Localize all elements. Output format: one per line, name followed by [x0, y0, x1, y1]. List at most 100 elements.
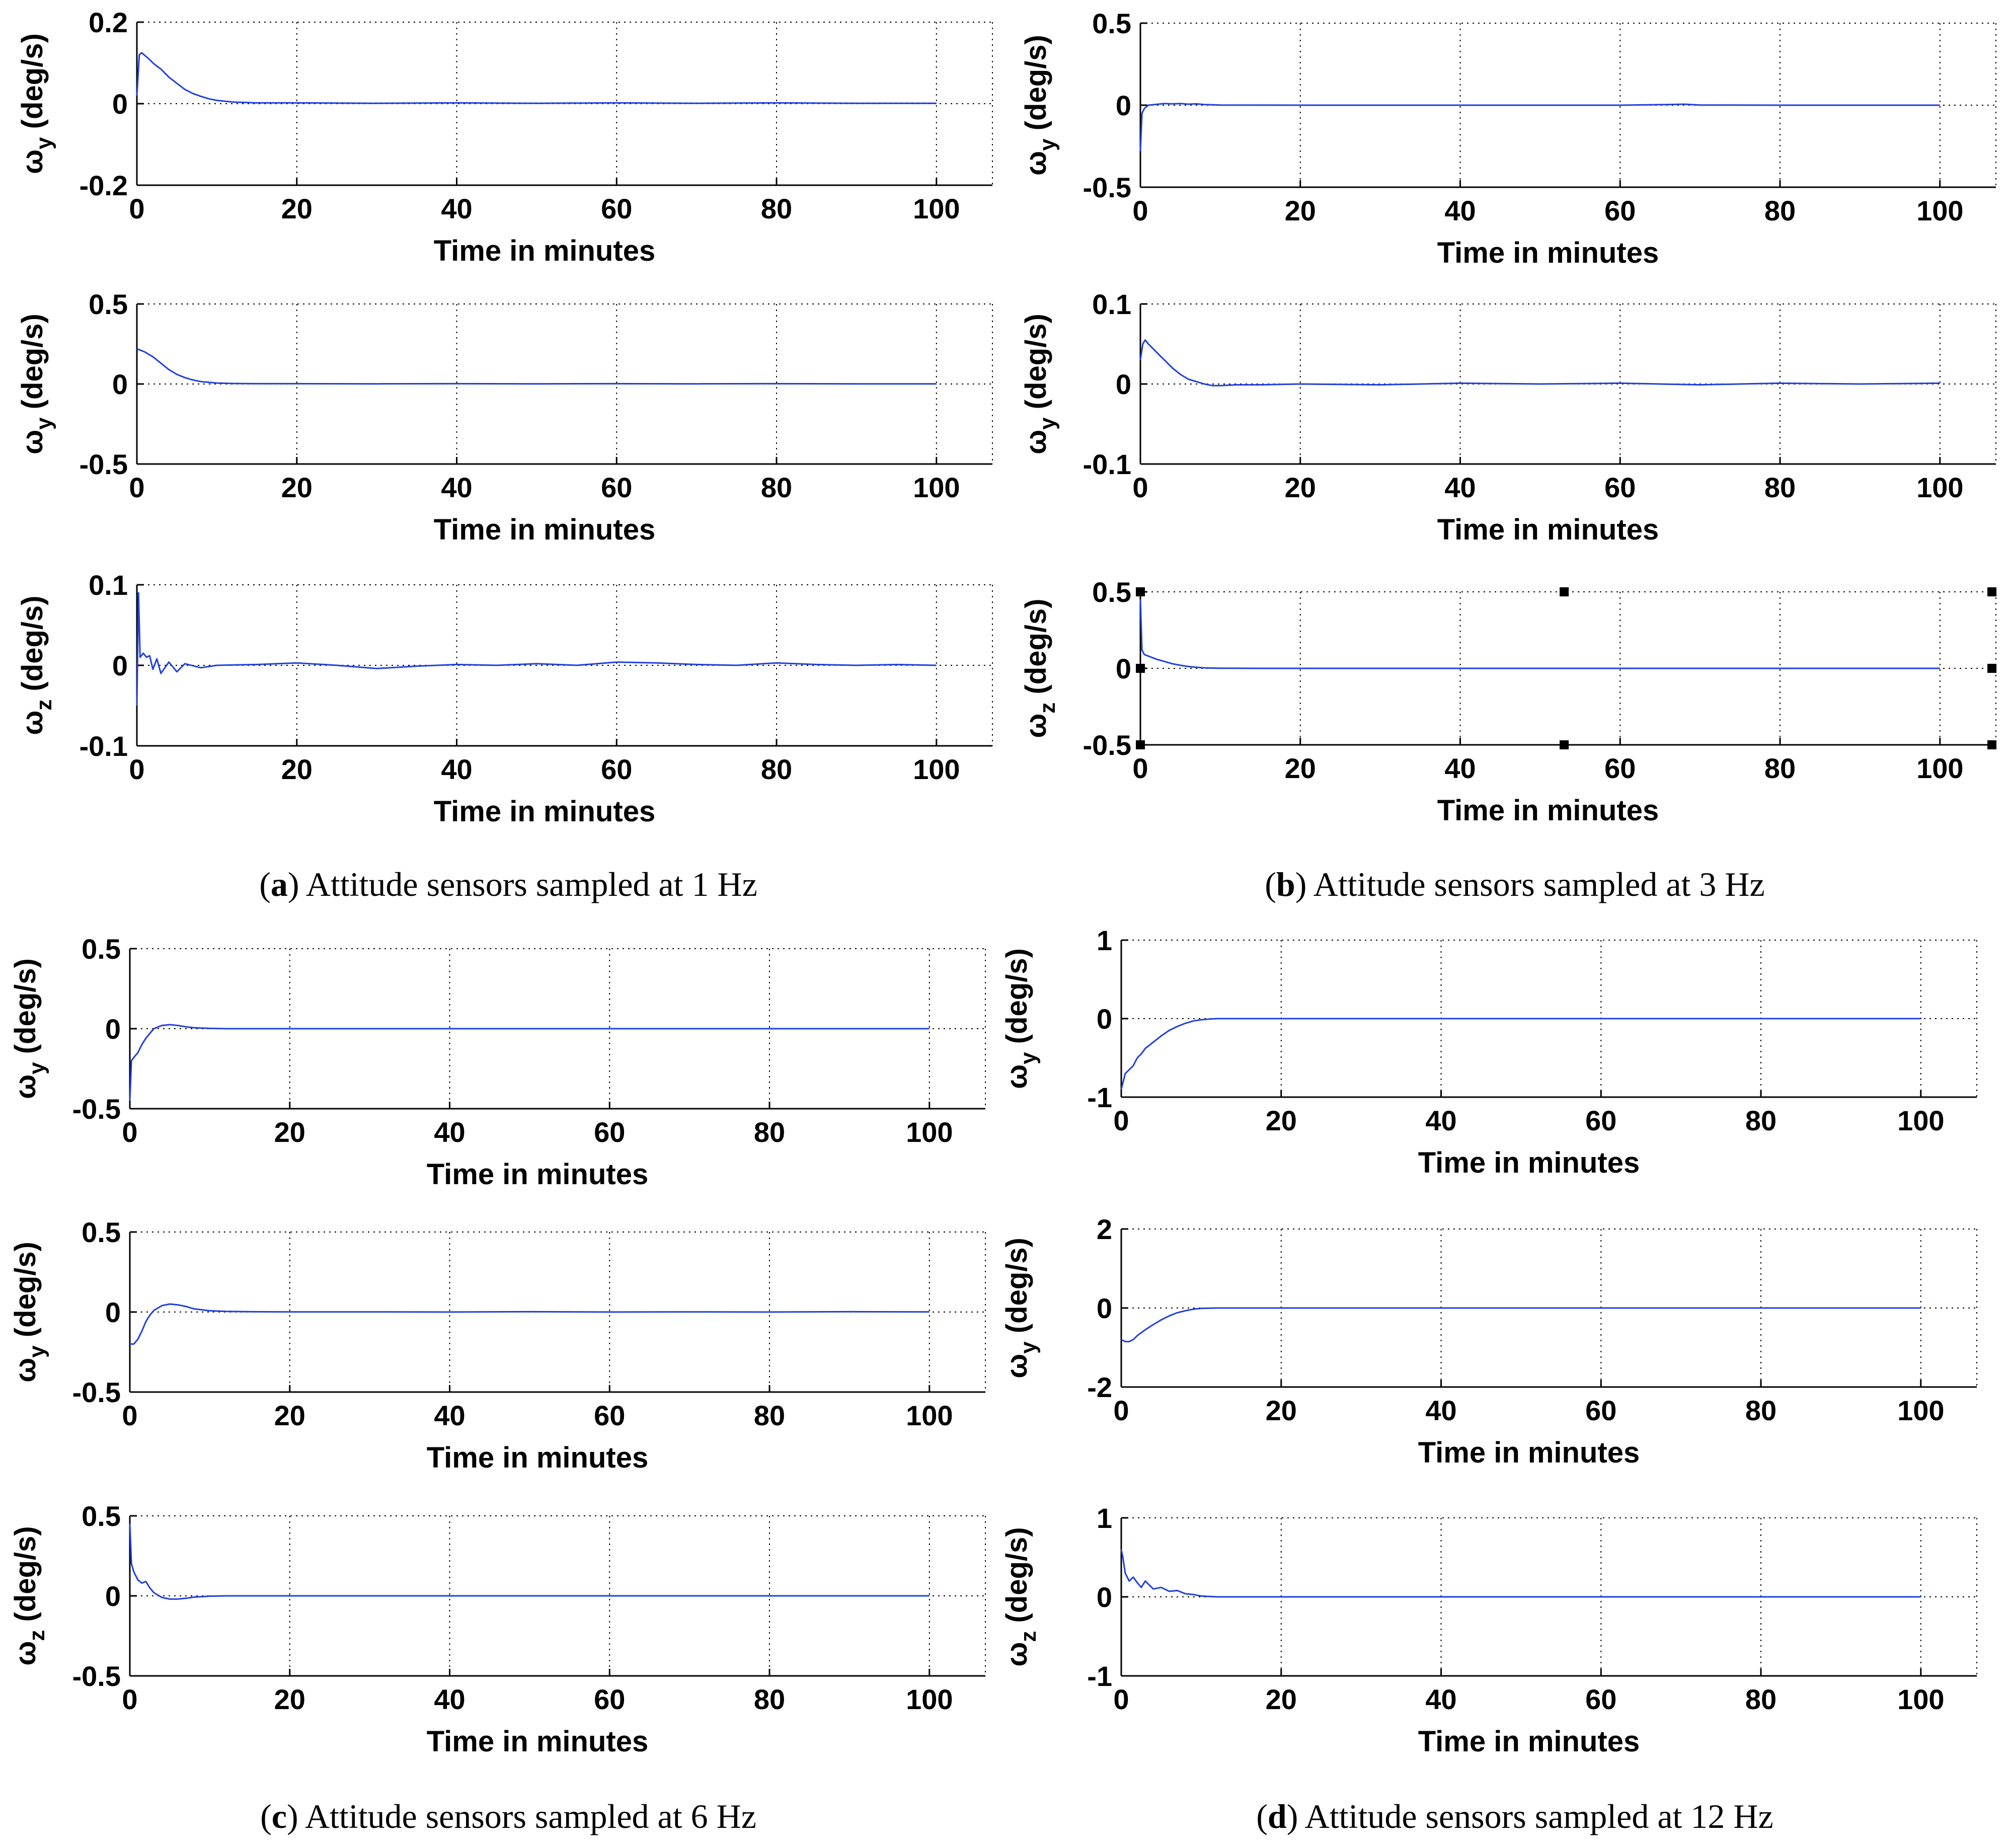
y-label-unit: (deg/s)	[1020, 35, 1052, 138]
y-label-symbol: ω	[9, 1358, 42, 1382]
x-axis-label: Time in minutes	[427, 1158, 648, 1191]
caption-d: (d) Attitude sensors sampled at 12 Hz	[1256, 1797, 1773, 1835]
y-tick-label: 1	[1097, 925, 1112, 956]
data-cursor-marker	[1560, 740, 1569, 749]
y-axis-label: ωy (deg/s)	[1020, 314, 1060, 454]
y-label-unit: (deg/s)	[9, 1242, 42, 1345]
y-label-symbol: ω	[9, 1074, 42, 1099]
x-tick-label: 0	[1113, 1395, 1129, 1426]
x-tick-label: 60	[594, 1116, 625, 1148]
y-tick-label: 0	[1097, 1292, 1112, 1324]
series-line	[1139, 599, 1940, 669]
y-axis-label: ωy (deg/s)	[1020, 35, 1060, 176]
x-tick-label: 40	[1425, 1105, 1456, 1136]
data-cursor-marker	[1987, 587, 1997, 596]
y-axis-label: ωy (deg/s)	[16, 33, 56, 174]
series-line	[1121, 1307, 1921, 1343]
x-tick-label: 40	[1444, 752, 1476, 784]
y-tick-label: 0	[1116, 653, 1131, 684]
y-label-subscript: z	[25, 1630, 49, 1641]
x-tick-label: 20	[281, 193, 313, 224]
x-tick-label: 100	[1916, 752, 1963, 784]
x-tick-label: 60	[601, 472, 632, 503]
x-tick-label: 20	[274, 1116, 305, 1148]
y-tick-label: -0.1	[1083, 448, 1132, 480]
y-label-symbol: ω	[1020, 151, 1052, 176]
y-axis-label: ωy (deg/s)	[9, 958, 49, 1099]
y-axis-label: ωz (deg/s)	[1020, 598, 1060, 738]
x-tick-label: 100	[913, 472, 960, 503]
y-tick-label: 0.2	[89, 7, 128, 38]
x-axis-label: Time in minutes	[434, 513, 655, 546]
x-tick-label: 40	[1444, 195, 1476, 226]
x-axis-label: Time in minutes	[1437, 794, 1659, 827]
data-cursor-marker	[1987, 664, 1997, 673]
x-tick-label: 0	[1113, 1683, 1129, 1715]
x-tick-label: 60	[1604, 752, 1636, 784]
y-label-subscript: y	[1016, 1341, 1041, 1354]
y-tick-label: -0.5	[1083, 172, 1132, 203]
y-tick-label: 0.5	[1092, 8, 1131, 39]
x-tick-label: 40	[441, 472, 472, 503]
x-tick-label: 0	[122, 1116, 137, 1148]
y-label-symbol: ω	[1020, 430, 1052, 454]
x-tick-label: 60	[1604, 195, 1636, 226]
x-tick-label: 60	[1585, 1683, 1616, 1715]
x-tick-label: 40	[434, 1683, 465, 1715]
y-label-unit: (deg/s)	[1000, 1527, 1033, 1631]
x-tick-label: 80	[754, 1400, 785, 1431]
y-tick-label: -0.2	[80, 170, 128, 201]
x-tick-label: 20	[274, 1683, 305, 1715]
series-line	[136, 592, 937, 706]
x-tick-label: 0	[1132, 472, 1148, 503]
x-tick-label: 0	[129, 193, 144, 224]
x-tick-label: 0	[1132, 752, 1148, 784]
y-tick-label: 0.5	[82, 1216, 121, 1248]
y-axis-label: ωy (deg/s)	[1000, 948, 1041, 1089]
series-line	[1120, 1549, 1921, 1598]
y-tick-label: -0.1	[80, 730, 128, 762]
y-tick-label: -1	[1087, 1082, 1112, 1113]
y-tick-label: 0	[105, 1013, 121, 1045]
data-cursor-marker	[1136, 740, 1145, 749]
y-tick-label: -0.5	[80, 448, 128, 480]
x-tick-label: 80	[761, 472, 792, 503]
x-tick-label: 100	[906, 1116, 953, 1148]
x-axis-label: Time in minutes	[427, 1725, 648, 1758]
y-tick-label: 0.5	[1092, 576, 1131, 608]
x-tick-label: 40	[1425, 1683, 1456, 1715]
x-tick-label: 80	[1764, 752, 1796, 784]
x-tick-label: 0	[122, 1683, 137, 1715]
data-cursor-marker	[1987, 740, 1997, 749]
y-tick-label: 0	[112, 88, 128, 120]
x-axis-label: Time in minutes	[1418, 1725, 1640, 1758]
x-tick-label: 80	[761, 193, 792, 224]
series-line	[1120, 1018, 1921, 1090]
y-label-unit: (deg/s)	[1020, 314, 1052, 417]
x-tick-label: 20	[1266, 1105, 1297, 1136]
series-line	[1139, 339, 1940, 387]
y-label-subscript: z	[1016, 1631, 1041, 1642]
caption-a: (a) Attitude sensors sampled at 1 Hz	[259, 865, 757, 903]
y-label-symbol: ω	[1000, 1064, 1033, 1089]
y-label-symbol: ω	[1000, 1354, 1033, 1378]
x-axis-label: Time in minutes	[1418, 1146, 1640, 1179]
data-cursor-marker	[1136, 664, 1145, 673]
y-tick-label: -1	[1087, 1660, 1112, 1692]
y-tick-label: 0	[105, 1296, 121, 1328]
x-axis-label: Time in minutes	[434, 235, 655, 267]
y-tick-label: 0	[105, 1580, 121, 1612]
x-tick-label: 60	[1585, 1105, 1616, 1136]
y-axis-label: ωz (deg/s)	[9, 1526, 49, 1665]
x-tick-label: 40	[434, 1116, 465, 1148]
x-tick-label: 0	[129, 472, 144, 503]
x-tick-label: 100	[1916, 472, 1963, 503]
series-line	[136, 348, 937, 385]
x-tick-label: 80	[1745, 1683, 1776, 1715]
